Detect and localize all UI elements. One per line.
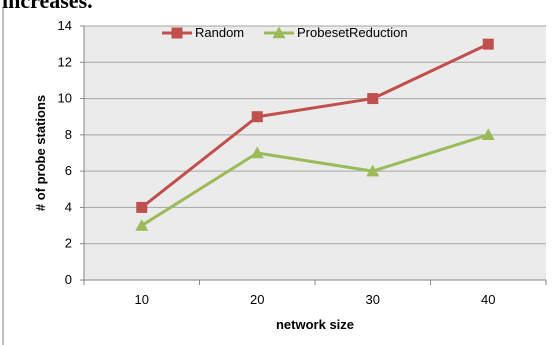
series-line-probesetreduction	[140, 133, 489, 227]
x-tick-label: 40	[481, 292, 495, 307]
x-tick-label: 30	[366, 292, 380, 307]
y-tick-label: 12	[58, 54, 72, 69]
x-tick-label: 10	[135, 292, 149, 307]
legend-label: Random	[195, 25, 244, 40]
legend: Random ProbesetReduction	[162, 25, 408, 40]
series-lines	[135, 38, 495, 231]
data-point-probesetreduction	[135, 219, 149, 231]
x-axis-title: network size	[276, 317, 354, 332]
y-tick-label: 4	[65, 199, 72, 214]
data-point-probesetreduction	[481, 128, 495, 141]
y-axis-title: # of probe stations	[33, 95, 48, 211]
data-point-probesetreduction	[366, 164, 380, 177]
legend-marker	[171, 27, 183, 39]
plot-area	[84, 26, 546, 280]
data-point-random	[251, 111, 263, 123]
y-tick-label: 10	[58, 91, 72, 106]
axes: 0 2 4 6 8 10 12 14 10 20 30 40	[58, 18, 547, 307]
data-point-probesetreduction	[250, 146, 264, 159]
data-point-random	[482, 38, 494, 50]
x-tick-label: 20	[250, 292, 264, 307]
y-tick-label: 8	[65, 127, 72, 142]
cropped-top-text: increases.	[2, 0, 93, 13]
series-line-random	[140, 42, 489, 209]
y-tick-label: 6	[65, 163, 72, 178]
legend-marker	[272, 26, 286, 39]
gridlines	[84, 25, 546, 245]
data-point-random	[136, 201, 148, 213]
y-tick-label: 0	[65, 272, 72, 287]
data-point-random	[367, 93, 379, 105]
y-tick-label: 14	[58, 18, 72, 33]
y-tick-label: 2	[65, 236, 72, 251]
legend-label: ProbesetReduction	[297, 25, 408, 40]
